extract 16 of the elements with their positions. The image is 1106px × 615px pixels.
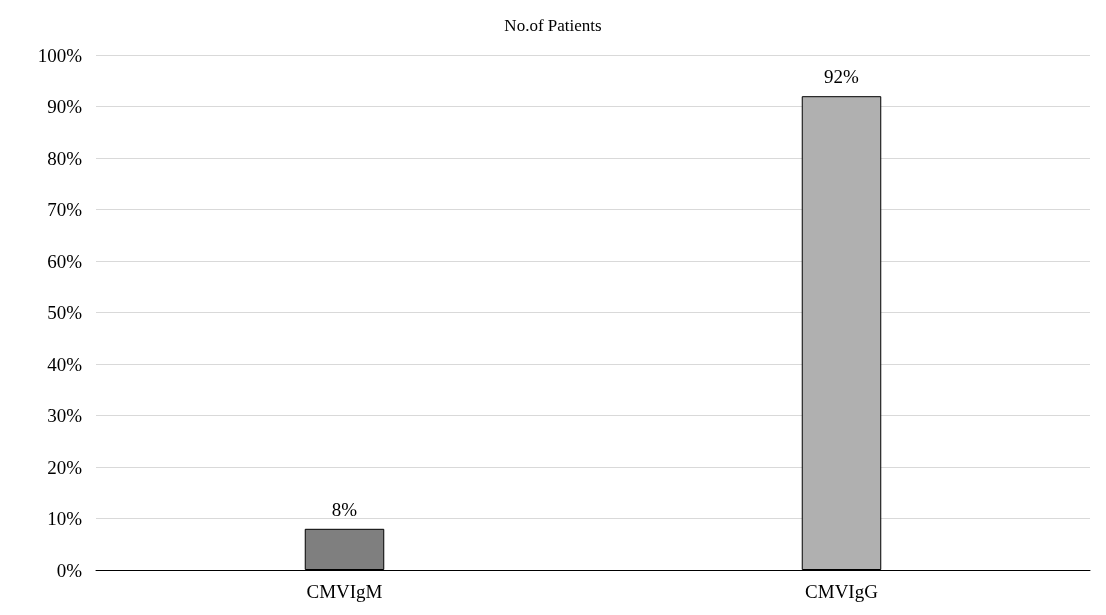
y-tick-label: 70% — [47, 199, 83, 220]
y-tick-label: 60% — [47, 250, 83, 272]
y-tick-label: 10% — [47, 508, 83, 529]
data-label: 8% — [331, 498, 358, 520]
x-tick-label: CMVIgM — [306, 581, 383, 602]
chart-title: No.of Patients — [504, 16, 602, 35]
data-label: 92% — [824, 66, 860, 88]
x-tick-label: CMVIgG — [805, 581, 879, 602]
y-tick-label: 0% — [56, 559, 83, 581]
y-tick-label: 40% — [47, 353, 83, 375]
y-tick-label: 90% — [47, 96, 83, 117]
y-tick-label: 30% — [47, 405, 83, 426]
y-tick-label: 100% — [37, 44, 83, 66]
y-tick-label: 80% — [47, 147, 83, 169]
y-tick-label: 20% — [47, 456, 83, 478]
y-tick-label: 50% — [47, 302, 83, 323]
